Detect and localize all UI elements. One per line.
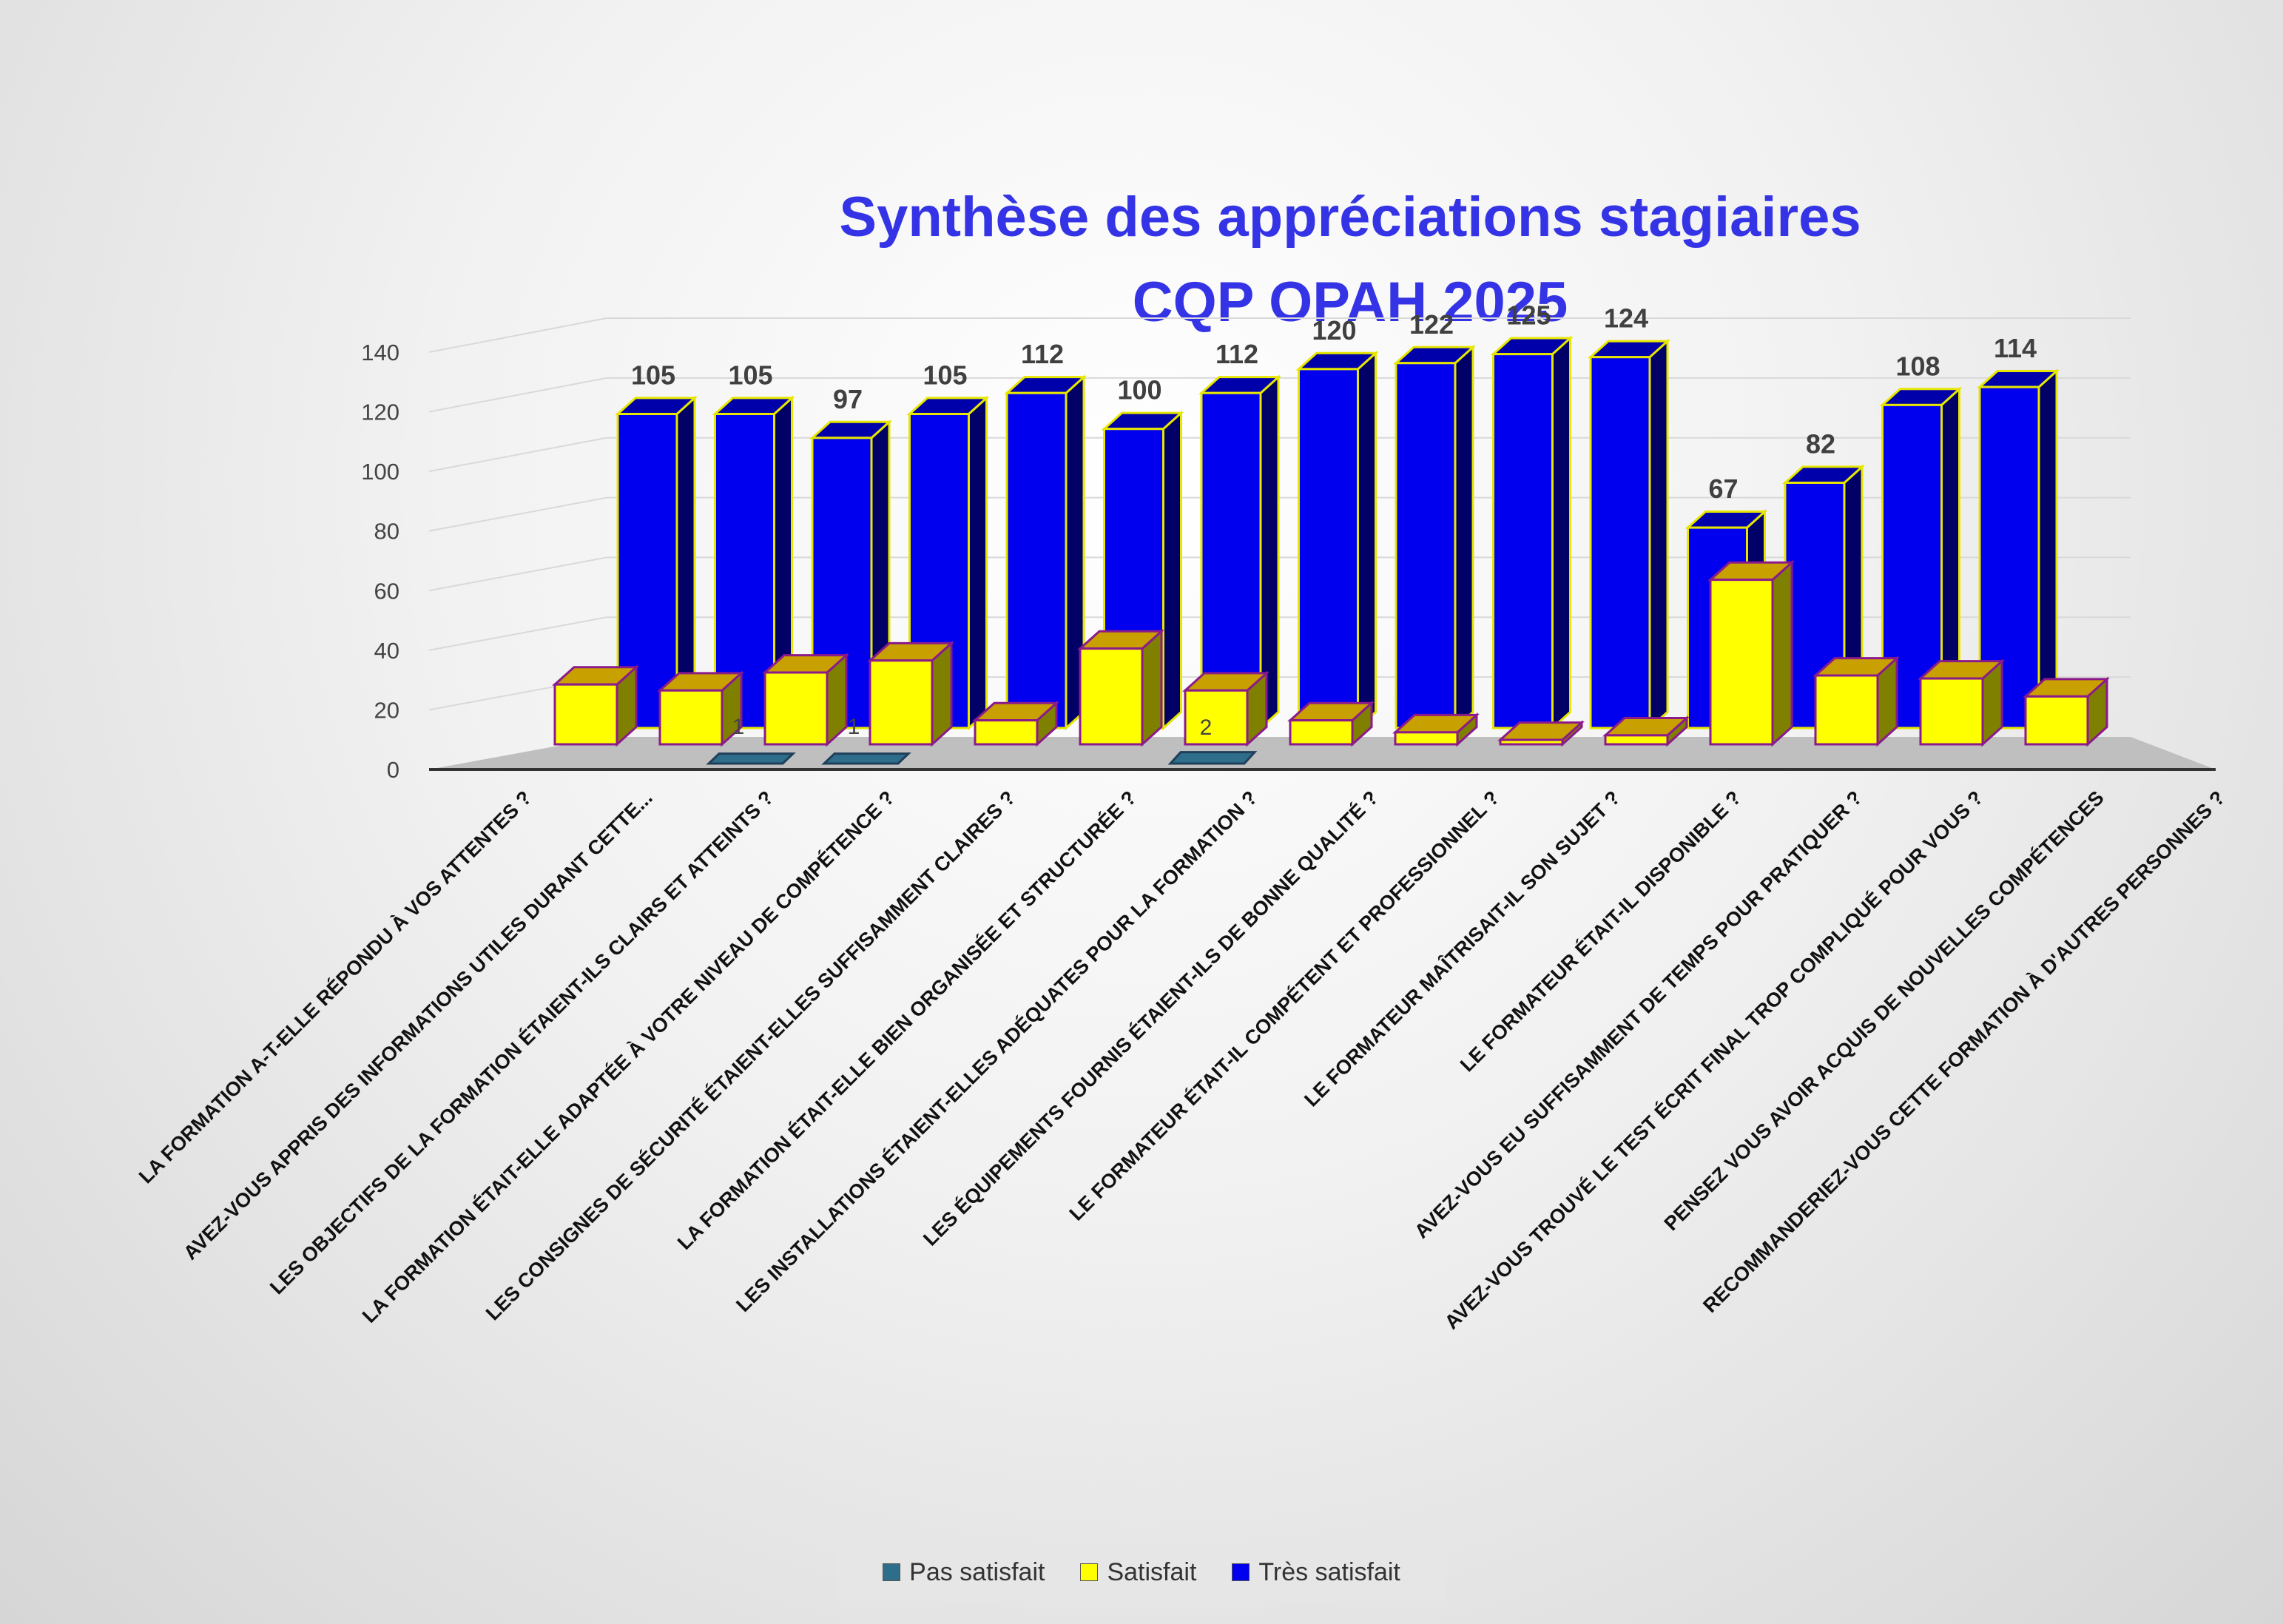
data-label-tres-satisfait: 105 xyxy=(728,360,772,391)
data-label-pas-satisfait: 1 xyxy=(848,715,860,739)
x-tick-label: LE FORMATEUR ÉTAIT-IL COMPÉTENT ET PROFE… xyxy=(1065,786,1503,1224)
bar-satisfait xyxy=(1077,628,1164,747)
x-tick-label: LA FORMATION ÉTAIT-ELLE BIEN ORGANISÉE E… xyxy=(672,786,1141,1254)
gridline xyxy=(428,616,607,651)
bar-tres-satisfait xyxy=(712,395,795,731)
legend-swatch xyxy=(1080,1563,1099,1581)
bar-tres-satisfait xyxy=(1588,338,1670,731)
y-tick-label: 60 xyxy=(374,578,399,604)
data-label-tres-satisfait: 112 xyxy=(1021,339,1064,369)
legend-swatch xyxy=(1232,1563,1250,1581)
data-label-tres-satisfait: 97 xyxy=(833,384,863,414)
legend-label: Satisfait xyxy=(1107,1557,1197,1586)
gridline xyxy=(428,437,607,473)
bar-satisfait xyxy=(1392,712,1480,747)
gridline xyxy=(428,556,607,592)
x-tick-label: AVEZ-VOUS EU SUFFISAMMENT DE TEMPS POUR … xyxy=(1410,786,1866,1243)
data-label-tres-satisfait: 67 xyxy=(1708,474,1738,504)
bar-satisfait xyxy=(1602,715,1690,747)
bar-satisfait xyxy=(1497,720,1585,747)
series-satisfait xyxy=(552,559,2110,747)
x-tick-label: AVEZ-VOUS APPRIS DES INFORMATIONS UTILES… xyxy=(179,786,657,1264)
bar-satisfait xyxy=(1182,670,1269,747)
y-tick-label: 40 xyxy=(374,638,399,664)
bar-pas-satisfait xyxy=(706,752,796,765)
data-label-tres-satisfait: 125 xyxy=(1506,300,1551,331)
data-label-pas-satisfait: 1 xyxy=(732,715,745,739)
data-label-tres-satisfait: 124 xyxy=(1604,303,1648,334)
data-label-tres-satisfait: 122 xyxy=(1409,309,1454,340)
bar-satisfait xyxy=(2023,676,2110,747)
legend-label: Pas satisfait xyxy=(909,1557,1045,1586)
legend-label: Très satisfait xyxy=(1258,1557,1400,1586)
x-tick-label: PENSEZ VOUS AVOIR ACQUIS DE NOUVELLES CO… xyxy=(1659,786,2108,1235)
data-label-pas-satisfait: 2 xyxy=(1200,715,1213,740)
x-axis-labels: LA FORMATION A-T-ELLE RÉPONDU À VOS ATTE… xyxy=(134,786,2229,1333)
y-tick-label: 20 xyxy=(374,697,399,723)
data-label-tres-satisfait: 105 xyxy=(923,360,967,391)
data-label-tres-satisfait: 82 xyxy=(1806,428,1835,459)
bar-tres-satisfait xyxy=(1393,344,1476,731)
bar-tres-satisfait xyxy=(1004,374,1087,731)
chart-title-line1: Synthèse des appréciations stagiaires xyxy=(839,186,1861,249)
gridline xyxy=(428,496,607,532)
data-label-tres-satisfait: 105 xyxy=(631,360,675,391)
y-tick-label: 100 xyxy=(361,459,399,485)
bar-tres-satisfait xyxy=(1977,368,2060,731)
legend-item-tres-satisfait: Très satisfait xyxy=(1232,1558,1400,1587)
data-labels-tres-satisfait: 105 105 97 105 112 100 112 120 122 125 124 67 82 108 1… xyxy=(631,300,2037,504)
chart-title-line2: CQP OPAH 2025 xyxy=(1132,271,1568,334)
bar-satisfait xyxy=(1287,700,1375,747)
bar-satisfait xyxy=(552,664,639,747)
bar-pas-satisfait xyxy=(821,752,911,765)
data-label-tres-satisfait: 100 xyxy=(1117,375,1161,405)
bar-satisfait xyxy=(867,641,954,747)
y-tick-label: 80 xyxy=(374,519,399,545)
y-tick-label: 0 xyxy=(387,757,399,783)
bar-satisfait xyxy=(657,670,744,747)
legend-item-pas-satisfait: Pas satisfait xyxy=(883,1558,1045,1587)
legend: Pas satisfait Satisfait Très satisfait xyxy=(836,1543,1447,1601)
bar-tres-satisfait xyxy=(1490,335,1574,731)
bar-satisfait xyxy=(762,653,849,747)
y-tick-label: 120 xyxy=(361,400,399,425)
data-label-tres-satisfait: 114 xyxy=(1994,333,2037,363)
x-tick-label: AVEZ-VOUS TROUVÉ LE TEST ÉCRIT FINAL TRO… xyxy=(1440,786,1987,1333)
y-axis-ticks: 0 20 40 60 80 100 120 140 xyxy=(361,340,399,783)
bar-satisfait xyxy=(972,700,1059,747)
bar-tres-satisfait xyxy=(1295,350,1379,731)
series-pas-satisfait xyxy=(706,751,1258,765)
data-label-tres-satisfait: 112 xyxy=(1215,339,1258,369)
bar-pas-satisfait xyxy=(1167,751,1258,765)
x-tick-label: LE FORMATEUR ÉTAIT-IL DISPONIBLE ? xyxy=(1455,786,1745,1076)
legend-swatch xyxy=(883,1563,901,1581)
bar-satisfait xyxy=(1707,559,1795,747)
x-tick-label: LES ÉQUIPEMENTS FOURNIS ÉTAIENT-ILS DE B… xyxy=(918,786,1382,1250)
x-tick-label: LA FORMATION A-T-ELLE RÉPONDU À VOS ATTE… xyxy=(134,786,536,1187)
data-label-tres-satisfait: 108 xyxy=(1895,351,1940,381)
data-labels-pas-satisfait: 1 1 2 xyxy=(732,715,1213,740)
gridline xyxy=(428,377,607,413)
y-tick-label: 140 xyxy=(361,340,399,365)
data-label-tres-satisfait: 120 xyxy=(1312,315,1356,346)
bar-satisfait xyxy=(1918,658,2005,747)
bar-satisfait xyxy=(1812,656,1900,747)
gridline xyxy=(428,317,607,353)
legend-item-satisfait: Satisfait xyxy=(1080,1558,1196,1587)
